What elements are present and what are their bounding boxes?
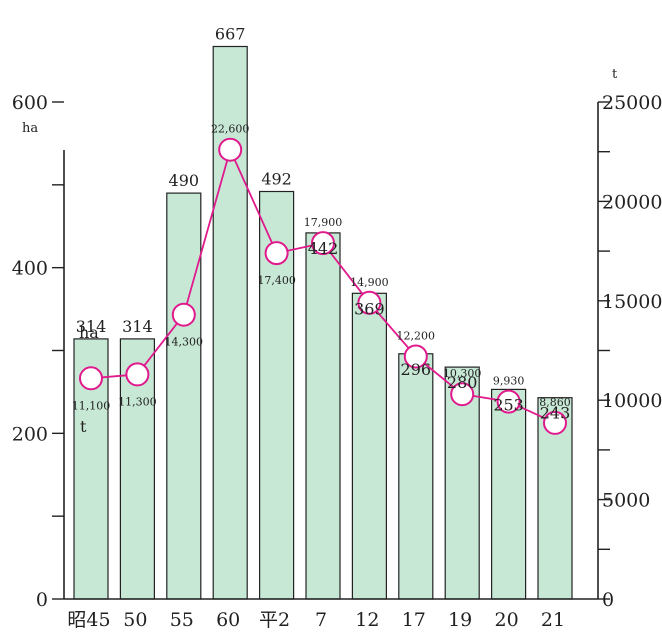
right-tick-label: 5000 — [602, 490, 650, 512]
x-tick-label: 7 — [315, 609, 327, 631]
bar-value-label: 296 — [401, 360, 432, 379]
series-marker — [218, 137, 243, 162]
right-tick-label: 20000 — [602, 191, 662, 213]
bar-value-label: 314 — [122, 317, 153, 336]
right-tick-label: 25000 — [602, 92, 662, 114]
bar — [351, 292, 387, 600]
left-axis-unit: ha — [22, 121, 38, 136]
right-axis-unit: t — [612, 67, 618, 82]
left-tick-label: 0 — [36, 589, 48, 611]
left-tick-label: 600 — [12, 92, 48, 114]
series-marker — [79, 366, 103, 391]
first-point-unit: t — [80, 417, 87, 436]
x-tick-label: 12 — [355, 609, 379, 631]
line-value-label: 22,600 — [211, 123, 250, 136]
series-marker — [311, 231, 335, 256]
x-tick-label: 50 — [123, 609, 147, 631]
bar — [305, 232, 341, 600]
line-value-label: 17,900 — [304, 216, 343, 229]
bar — [398, 353, 434, 600]
line-value-label: 12,200 — [397, 329, 436, 342]
x-tick-label: 平2 — [259, 609, 290, 631]
line-value-label: 14,300 — [165, 336, 204, 349]
first-bar-unit: ha — [79, 323, 99, 342]
series-marker — [357, 290, 382, 315]
bar-value-label: 243 — [540, 404, 571, 423]
bar-value-label: 369 — [354, 299, 385, 318]
data-labels: 314 314 490 667 492 442 369 296 280 253 243 11,100 1… — [72, 25, 571, 423]
bar-value-label: 442 — [308, 239, 339, 258]
right-tick-label: 0 — [602, 589, 614, 611]
series-marker — [543, 410, 567, 435]
line-series — [79, 137, 567, 435]
axes: 0 200 400 600 0 5000 10000 15000 20000 25000 昭45 50… — [12, 92, 662, 631]
bar-value-label: 314 — [76, 317, 107, 336]
right-tick-label: 15000 — [602, 291, 662, 313]
x-tick-label: 19 — [448, 609, 472, 631]
left-tick-label: 400 — [12, 258, 48, 280]
bar — [212, 45, 248, 600]
x-tick-label: 55 — [170, 609, 194, 631]
series-marker — [171, 302, 196, 327]
right-tick-label: 10000 — [602, 390, 662, 412]
line-value-label: 11,300 — [118, 395, 157, 408]
series-marker — [264, 241, 289, 266]
x-tick-label: 17 — [402, 609, 426, 631]
bar-value-label: 280 — [447, 373, 478, 392]
x-tick-label: 昭45 — [67, 609, 110, 631]
bar-value-label: 490 — [169, 171, 200, 190]
series-marker — [403, 344, 428, 369]
line-value-label: 10,300 — [443, 367, 482, 380]
bar-value-label: 492 — [261, 169, 292, 188]
line-value-label: 8,860 — [539, 396, 571, 409]
line-value-label: 9,930 — [493, 375, 525, 388]
bar-value-label: 667 — [215, 25, 246, 44]
series-marker — [496, 389, 521, 414]
series-marker — [450, 382, 475, 407]
bar-series — [73, 45, 573, 600]
line-value-label: 17,400 — [257, 274, 296, 287]
x-tick-label: 20 — [495, 609, 519, 631]
line-value-label: 11,100 — [72, 399, 111, 412]
line-value-label: 14,900 — [350, 276, 389, 289]
x-tick-label: 60 — [216, 609, 240, 631]
x-tick-label: 21 — [541, 609, 565, 631]
left-tick-label: 200 — [12, 423, 48, 445]
bar — [491, 388, 527, 600]
bar-value-label: 253 — [493, 395, 524, 414]
bar — [166, 192, 202, 600]
series-marker — [125, 362, 150, 387]
